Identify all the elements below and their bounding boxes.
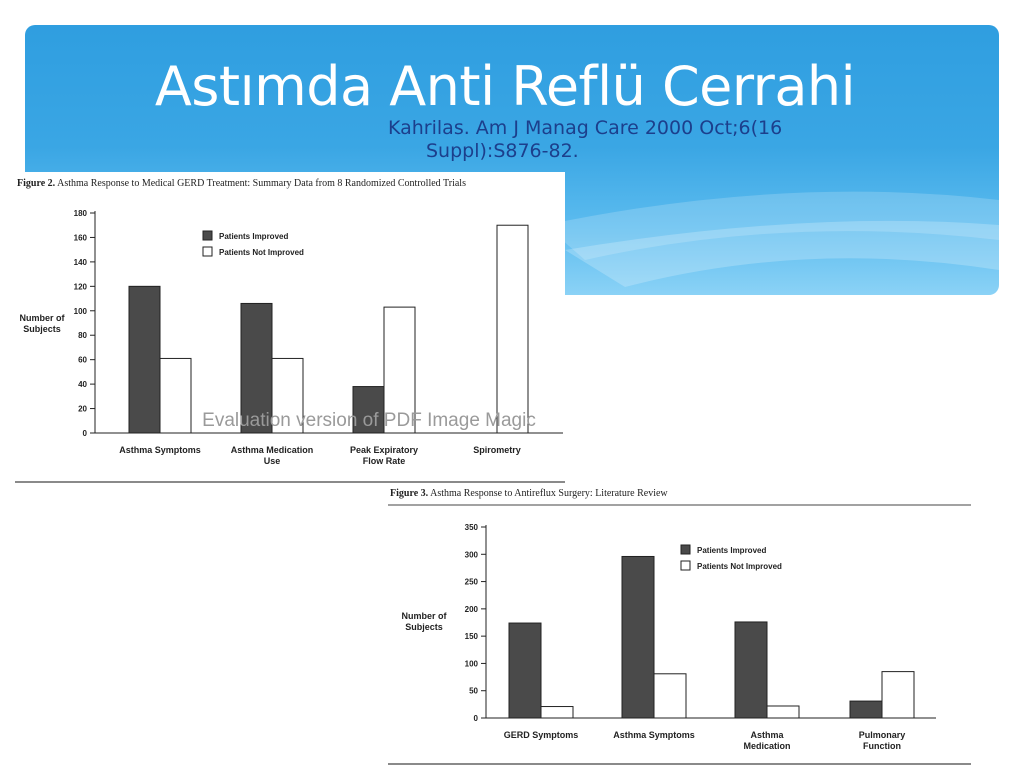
figure-2-chart: 0 20 40 60 80 100 120 140 160 180 Number ofSubject… xyxy=(15,209,565,483)
figure-3-caption: Figure 3. Asthma Response to Antireflux … xyxy=(390,488,668,499)
fig2-y-tick-label: 20 xyxy=(78,405,87,414)
fig2-legend-label: Patients Improved xyxy=(219,232,288,241)
figure-2-label: Figure 2. xyxy=(17,178,56,189)
fig2-y-axis-label: Number of xyxy=(20,313,66,323)
fig2-bar-not-improved xyxy=(496,224,529,434)
fig2-category-label: Asthma Symptoms xyxy=(119,445,201,455)
fig3-bar-improved xyxy=(849,700,883,719)
fig3-bar-improved xyxy=(734,621,768,719)
fig2-bar-not-improved xyxy=(159,357,192,434)
fig2-watermark: Evaluation version of PDF Image Magic xyxy=(202,410,536,431)
fig3-legend-label: Patients Not Improved xyxy=(697,562,782,571)
figure-3: Figure 3. Asthma Response to Antireflux … xyxy=(388,487,971,767)
fig3-y-tick-label: 100 xyxy=(465,659,479,668)
fig3-category-label: Asthma xyxy=(750,730,784,740)
fig3-bar-improved xyxy=(621,555,655,719)
fig2-y-tick-label: 140 xyxy=(74,258,88,267)
fig2-category-label: Asthma Medication xyxy=(231,445,314,455)
fig2-legend-label: Patients Not Improved xyxy=(219,248,304,257)
fig2-y-tick-label: 160 xyxy=(74,233,88,242)
fig3-category-label: GERD Symptoms xyxy=(504,730,579,740)
citation: Kahrilas. Am J Manag Care 2000 Oct;6(16 … xyxy=(388,117,928,163)
fig3-y-tick-label: 250 xyxy=(465,578,479,587)
fig2-bar-not-improved xyxy=(271,357,304,434)
figure-2-caption: Figure 2. Asthma Response to Medical GER… xyxy=(17,178,466,189)
fig3-category-label: Function xyxy=(863,741,901,751)
fig3-legend-swatch xyxy=(680,544,691,555)
fig3-bar-not-improved xyxy=(540,706,574,719)
fig2-category-label: Spirometry xyxy=(473,445,521,455)
figure-3-caption-text: Asthma Response to Antireflux Surgery: L… xyxy=(430,488,668,499)
fig2-category-label: Flow Rate xyxy=(363,456,406,466)
fig2-bar-not-improved xyxy=(383,306,416,434)
fig3-category-label: Pulmonary xyxy=(859,730,906,740)
fig3-category-label: Asthma Symptoms xyxy=(613,730,695,740)
fig3-y-tick-label: 150 xyxy=(465,632,479,641)
fig3-y-tick-label: 200 xyxy=(465,605,479,614)
citation-line-2: Suppl):S876-82. xyxy=(426,140,579,162)
fig3-y-tick-label: 350 xyxy=(465,523,479,532)
fig2-y-tick-label: 120 xyxy=(74,282,88,291)
fig3-y-tick-label: 50 xyxy=(469,687,478,696)
citation-line-1: Kahrilas. Am J Manag Care 2000 Oct;6(16 xyxy=(388,117,783,139)
fig2-y-tick-label: 180 xyxy=(74,209,88,218)
fig3-bar-improved xyxy=(508,622,542,719)
fig2-y-tick-label: 40 xyxy=(78,380,87,389)
fig3-y-tick-label: 0 xyxy=(474,714,479,723)
fig3-bar-not-improved xyxy=(653,673,687,719)
fig3-category-label: Medication xyxy=(743,741,790,751)
fig2-y-tick-label: 60 xyxy=(78,356,87,365)
fig2-legend-swatch xyxy=(202,230,213,241)
fig2-y-axis-label: Subjects xyxy=(23,324,61,334)
figure-2: Figure 2. Asthma Response to Medical GER… xyxy=(15,172,565,484)
fig2-category-label: Use xyxy=(264,456,281,466)
figure-2-caption-text: Asthma Response to Medical GERD Treatmen… xyxy=(57,178,466,189)
fig2-category-label: Peak Expiratory xyxy=(350,445,418,455)
fig2-bar-improved xyxy=(128,285,161,434)
fig3-legend-swatch xyxy=(680,560,691,571)
fig3-bar-not-improved xyxy=(881,671,915,719)
fig3-legend-label: Patients Improved xyxy=(697,546,766,555)
fig2-y-tick-label: 80 xyxy=(78,331,87,340)
fig2-legend-swatch xyxy=(202,246,213,257)
fig2-y-tick-label: 100 xyxy=(74,307,88,316)
fig3-y-axis-label: Subjects xyxy=(405,622,443,632)
fig2-y-tick-label: 0 xyxy=(83,429,88,438)
fig3-y-axis-label: Number of xyxy=(402,611,448,621)
banner-swoosh xyxy=(545,191,999,287)
slide-title: Astımda Anti Reflü Cerrahi xyxy=(154,55,856,118)
fig3-bar-not-improved xyxy=(766,705,800,719)
figure-3-label: Figure 3. xyxy=(390,488,429,499)
fig3-y-tick-label: 300 xyxy=(465,550,479,559)
